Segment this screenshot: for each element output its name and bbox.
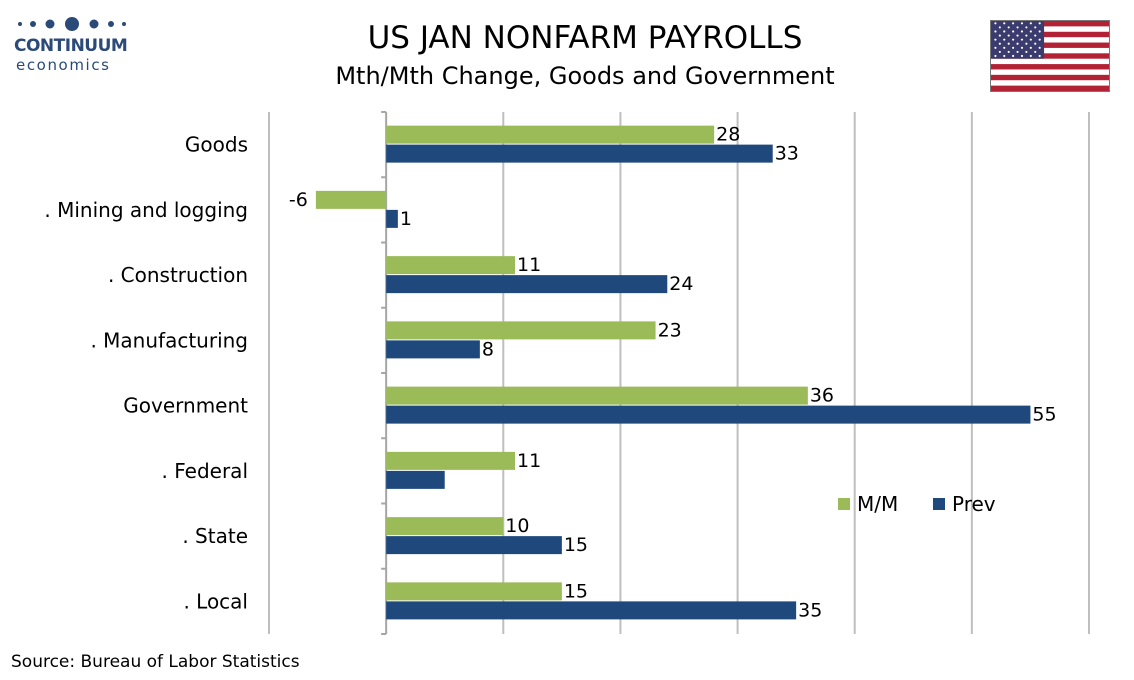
data-label: 36 <box>810 385 834 407</box>
data-label: 8 <box>482 338 494 360</box>
gridlines <box>268 112 1090 634</box>
category-label: . Local <box>183 589 248 613</box>
legend-swatch <box>838 498 850 510</box>
bar-prev <box>386 209 398 228</box>
category-label: . Manufacturing <box>90 328 248 352</box>
bar-prev <box>386 601 797 620</box>
legend-swatch <box>933 498 945 510</box>
category-labels: Goods . Mining and logging . Construction.… <box>44 133 248 614</box>
data-label: 28 <box>716 124 740 146</box>
category-axis <box>381 111 388 635</box>
category-label: . Construction <box>108 263 248 287</box>
bar-m-m <box>386 582 562 601</box>
data-label: 1 <box>400 208 412 230</box>
legend: M/M Prev <box>838 492 996 516</box>
bar-prev <box>386 340 480 359</box>
category-label: Goods <box>185 133 248 157</box>
data-label: 23 <box>658 319 682 341</box>
bar-prev <box>386 275 668 294</box>
chart-subtitle: Mth/Mth Change, Goods and Government <box>335 62 835 90</box>
data-label: 35 <box>798 599 822 621</box>
category-label: . Mining and logging <box>44 198 248 222</box>
category-label: . Federal <box>162 459 248 483</box>
logo-dots-icon <box>18 17 126 31</box>
bar-m-m <box>315 190 387 209</box>
bar-prev <box>386 536 562 555</box>
bar-m-m <box>386 451 515 470</box>
bar-m-m <box>386 125 715 144</box>
source-note: Source: Bureau of Labor Statistics <box>11 652 300 672</box>
data-label: 33 <box>775 143 799 165</box>
data-label: 15 <box>564 580 588 602</box>
bar-m-m <box>386 321 656 340</box>
data-label: -6 <box>289 189 308 211</box>
continuum-logo: CONTINUUM economics <box>14 14 144 76</box>
data-label: 11 <box>517 450 541 472</box>
logo-name: CONTINUUM <box>14 36 128 56</box>
bar-m-m <box>386 517 504 536</box>
data-label: 10 <box>505 515 529 537</box>
logo-subtitle: economics <box>16 56 111 74</box>
category-label: Government <box>123 394 248 418</box>
legend-label: Prev <box>952 492 996 516</box>
bar-prev <box>386 470 445 489</box>
bar-m-m <box>386 256 515 275</box>
chart-title: US JAN NONFARM PAYROLLS <box>367 20 803 56</box>
bars <box>315 125 1031 620</box>
bar-prev <box>386 144 773 163</box>
us-flag-icon <box>990 20 1110 92</box>
bar-prev <box>386 405 1031 424</box>
category-label: . State <box>182 524 248 548</box>
data-label: 24 <box>669 273 693 295</box>
data-label: 11 <box>517 254 541 276</box>
data-label: 15 <box>564 534 588 556</box>
bar-m-m <box>386 386 808 405</box>
legend-label: M/M <box>857 492 898 516</box>
data-label: 55 <box>1032 404 1056 426</box>
